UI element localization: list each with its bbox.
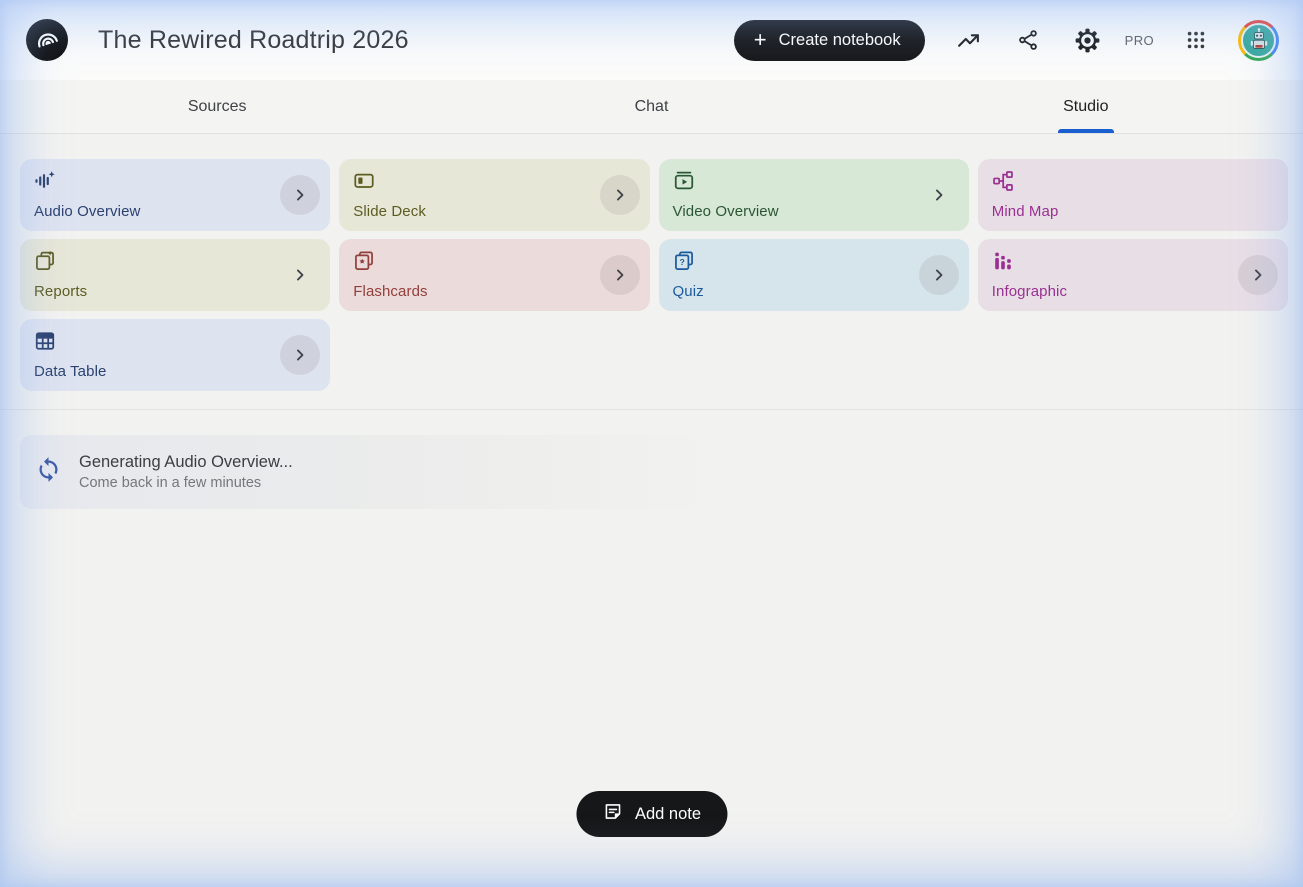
card-label: Quiz bbox=[672, 283, 704, 300]
open-infographic-chevron-button[interactable] bbox=[1238, 255, 1278, 295]
card-label: Flashcards bbox=[353, 283, 428, 300]
studio-card-flashcards[interactable]: Flashcards bbox=[339, 239, 650, 311]
generating-subtitle: Come back in a few minutes bbox=[79, 475, 262, 491]
card-label: Data Table bbox=[34, 363, 107, 380]
quiz-question-icon: ? bbox=[673, 250, 695, 272]
video-play-icon bbox=[673, 170, 695, 192]
studio-card-grid: Audio Overview Slide Deck Video Overview… bbox=[0, 134, 1303, 391]
generating-status-row[interactable]: Generating Audio Overview... Come back i… bbox=[20, 435, 736, 509]
studio-card-audio-overview[interactable]: Audio Overview bbox=[20, 159, 331, 231]
add-note-label: Add note bbox=[634, 804, 702, 823]
apps-grid-icon[interactable] bbox=[1181, 25, 1211, 55]
generating-status-text: Generating Audio Overview... Come back i… bbox=[79, 453, 293, 491]
tab-sources-label: Sources bbox=[187, 97, 247, 115]
flashcards-star-icon bbox=[353, 250, 375, 272]
notebook-title[interactable]: The Rewired Roadtrip 2026 bbox=[98, 25, 409, 54]
studio-card-quiz[interactable]: ? Quiz bbox=[658, 239, 969, 311]
share-icon[interactable] bbox=[1012, 24, 1044, 56]
generating-title: Generating Audio Overview... bbox=[79, 453, 293, 471]
app-header: The Rewired Roadtrip 2026 + Create noteb… bbox=[0, 0, 1303, 80]
logo-waves-icon bbox=[38, 33, 58, 48]
open-reports-chevron-button[interactable] bbox=[280, 255, 320, 295]
avatar-robot-image bbox=[1241, 22, 1276, 58]
tab-chat[interactable]: Chat bbox=[434, 80, 868, 133]
report-sparkle-icon bbox=[34, 250, 56, 272]
open-slide-deck-chevron-button[interactable] bbox=[599, 175, 640, 215]
user-avatar[interactable] bbox=[1238, 19, 1279, 61]
card-label: Slide Deck bbox=[353, 203, 426, 220]
svg-text:?: ? bbox=[679, 257, 684, 267]
tab-sources[interactable]: Sources bbox=[0, 80, 434, 133]
pro-plan-badge: PRO bbox=[1124, 32, 1154, 48]
tab-studio-label: Studio bbox=[1063, 97, 1109, 115]
studio-card-video-overview[interactable]: Video Overview bbox=[658, 159, 969, 231]
slide-deck-icon bbox=[353, 170, 375, 192]
studio-card-data-table[interactable]: Data Table bbox=[20, 319, 331, 391]
infographic-bars-icon bbox=[992, 250, 1014, 272]
sync-spinner-icon bbox=[35, 456, 62, 488]
data-table-icon bbox=[34, 330, 56, 352]
open-video-overview-chevron-button[interactable] bbox=[919, 175, 959, 215]
add-note-button[interactable]: Add note bbox=[575, 791, 728, 837]
open-flashcards-chevron-button[interactable] bbox=[599, 255, 640, 295]
studio-panel: Audio Overview Slide Deck Video Overview… bbox=[0, 134, 1303, 837]
panel-tabs: Sources Chat Studio bbox=[0, 80, 1303, 134]
create-notebook-label: Create notebook bbox=[778, 30, 901, 49]
audio-waveform-sparkle-icon bbox=[34, 170, 56, 192]
card-label: Audio Overview bbox=[34, 203, 141, 220]
open-audio-overview-chevron-button[interactable] bbox=[280, 175, 321, 215]
card-label: Mind Map bbox=[991, 203, 1059, 220]
studio-card-mind-map[interactable]: Mind Map bbox=[977, 159, 1288, 231]
mind-map-icon bbox=[992, 170, 1014, 192]
note-icon bbox=[602, 801, 623, 827]
tab-chat-label: Chat bbox=[634, 97, 669, 115]
tab-studio[interactable]: Studio bbox=[869, 80, 1303, 133]
active-tab-underline bbox=[1057, 129, 1114, 133]
header-actions: + Create notebook bbox=[733, 19, 1279, 61]
plus-icon: + bbox=[753, 27, 767, 52]
studio-card-slide-deck[interactable]: Slide Deck bbox=[339, 159, 650, 231]
section-divider bbox=[0, 409, 1303, 410]
open-quiz-chevron-button[interactable] bbox=[918, 255, 959, 295]
notebooklm-logo[interactable] bbox=[26, 19, 68, 61]
studio-card-reports[interactable]: Reports bbox=[20, 239, 331, 311]
open-data-table-chevron-button[interactable] bbox=[280, 335, 321, 375]
create-notebook-button[interactable]: + Create notebook bbox=[733, 19, 925, 61]
studio-card-infographic[interactable]: Infographic bbox=[977, 239, 1288, 311]
settings-gear-icon[interactable] bbox=[1071, 24, 1104, 57]
analytics-trending-up-icon[interactable] bbox=[952, 24, 985, 57]
card-label: Video Overview bbox=[672, 203, 779, 220]
card-label: Infographic bbox=[991, 283, 1068, 300]
card-label: Reports bbox=[34, 283, 88, 300]
